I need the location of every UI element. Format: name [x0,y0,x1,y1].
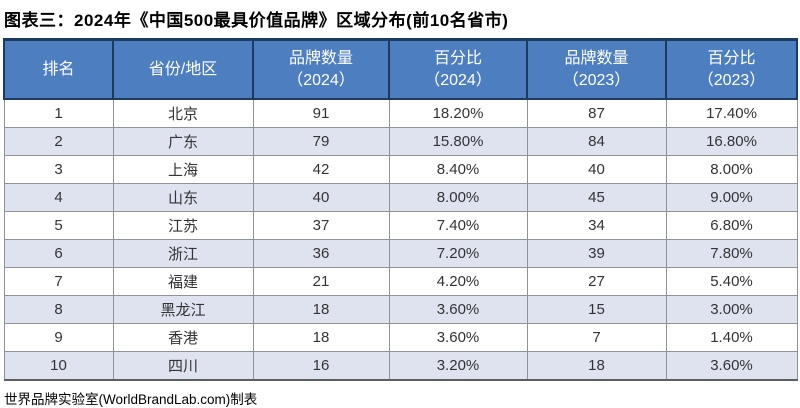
table-cell: 91 [252,98,390,128]
table-cell: 15.80% [388,127,528,156]
table-cell: 7.40% [388,211,528,240]
table-cell: 上海 [112,155,254,184]
table-cell: 7 [526,323,667,352]
table-cell: 27 [526,267,667,296]
table-cell: 9.00% [665,183,798,212]
table-cell: 8.40% [388,155,528,184]
table-cell: 8.00% [665,155,798,184]
table-cell: 9 [3,323,114,352]
header-brand-count-2023: 品牌数量 （2023） [526,38,667,100]
table-row: 7 福建 21 4.20% 27 5.40% [3,267,798,296]
table-cell: 15 [526,295,667,324]
table-cell: 16 [252,351,390,381]
table-cell: 6 [3,239,114,268]
table-cell: 40 [526,155,667,184]
table-cell: 36 [252,239,390,268]
header-province: 省份/地区 [112,38,254,100]
header-sublabel: （2023） [562,71,631,89]
table-cell: 39 [526,239,667,268]
table-cell: 3.60% [388,295,528,324]
table-cell: 17.40% [665,98,798,128]
table-cell: 山东 [112,183,254,212]
table-row: 3 上海 42 8.40% 40 8.00% [3,155,798,184]
table-cell: 3.00% [665,295,798,324]
table-cell: 四川 [112,351,254,381]
table-cell: 黑龙江 [112,295,254,324]
header-label: 百分比 [433,49,482,67]
table-row: 2 广东 79 15.80% 84 16.80% [3,127,798,156]
table-cell: 79 [252,127,390,156]
brand-distribution-table: 排名 省份/地区 品牌数量 （2024） 百分比 （2024） 品牌数量 [3,38,798,381]
table-cell: 7.20% [388,239,528,268]
table-cell: 浙江 [112,239,254,268]
table-row: 5 江苏 37 7.40% 34 6.80% [3,211,798,240]
header-rank: 排名 [3,38,114,100]
table-row: 8 黑龙江 18 3.60% 15 3.00% [3,295,798,324]
table-cell: 5.40% [665,267,798,296]
table-cell: 1.40% [665,323,798,352]
table-cell: 42 [252,155,390,184]
table-row: 1 北京 91 18.20% 87 17.40% [3,98,798,128]
table-cell: 江苏 [112,211,254,240]
table-row: 6 浙江 36 7.20% 39 7.80% [3,239,798,268]
table-cell: 21 [252,267,390,296]
table-cell: 45 [526,183,667,212]
table-body: 1 北京 91 18.20% 87 17.40% 2 广东 79 15.80% 84 16.80% 3 上… [3,98,798,381]
header-brand-count-2024: 品牌数量 （2024） [252,38,390,100]
table-cell: 广东 [112,127,254,156]
page-title: 图表三：2024年《中国500最具价值品牌》区域分布(前10名省市) [4,11,509,30]
table-cell: 8.00% [388,183,528,212]
table-cell: 3.20% [388,351,528,381]
table-cell: 5 [3,211,114,240]
table-cell: 北京 [112,98,254,128]
table-cell: 4.20% [388,267,528,296]
table-cell: 40 [252,183,390,212]
table-cell: 37 [252,211,390,240]
table-row: 10 四川 16 3.20% 18 3.60% [3,351,798,381]
table-cell: 18 [252,323,390,352]
table-cell: 6.80% [665,211,798,240]
table-cell: 7.80% [665,239,798,268]
table-cell: 18 [252,295,390,324]
header-label: 排名 [42,60,75,78]
header-percentage-2023: 百分比 （2023） [665,38,798,100]
table-cell: 7 [3,267,114,296]
table-cell: 10 [3,351,114,381]
table-cell: 8 [3,295,114,324]
table-row: 4 山东 40 8.00% 45 9.00% [3,183,798,212]
table-cell: 2 [3,127,114,156]
table-cell: 18 [526,351,667,381]
table-cell: 3.60% [665,351,798,381]
table-row: 9 香港 18 3.60% 7 1.40% [3,323,798,352]
source-note: 世界品牌实验室(WorldBrandLab.com)制表 [4,392,258,407]
header-sublabel: （2024） [424,71,492,89]
table-cell: 16.80% [665,127,798,156]
table-cell: 1 [3,98,114,128]
table-cell: 3 [3,155,114,184]
table-cell: 4 [3,183,114,212]
table-cell: 18.20% [388,98,528,128]
header-row: 排名 省份/地区 品牌数量 （2024） 百分比 （2024） 品牌数量 [3,38,798,100]
header-label: 品牌数量 [564,49,629,67]
header-label: 省份/地区 [148,60,218,78]
table-cell: 87 [526,98,667,128]
header-sublabel: （2023） [697,71,766,89]
header-sublabel: （2024） [287,71,355,89]
table-cell: 34 [526,211,667,240]
table-cell: 香港 [112,323,254,352]
table-cell: 84 [526,127,667,156]
table-cell: 3.60% [388,323,528,352]
table-cell: 福建 [112,267,254,296]
header-label: 百分比 [707,49,756,67]
header-percentage-2024: 百分比 （2024） [388,38,528,100]
table-header: 排名 省份/地区 品牌数量 （2024） 百分比 （2024） 品牌数量 [3,38,798,100]
header-label: 品牌数量 [288,49,353,67]
